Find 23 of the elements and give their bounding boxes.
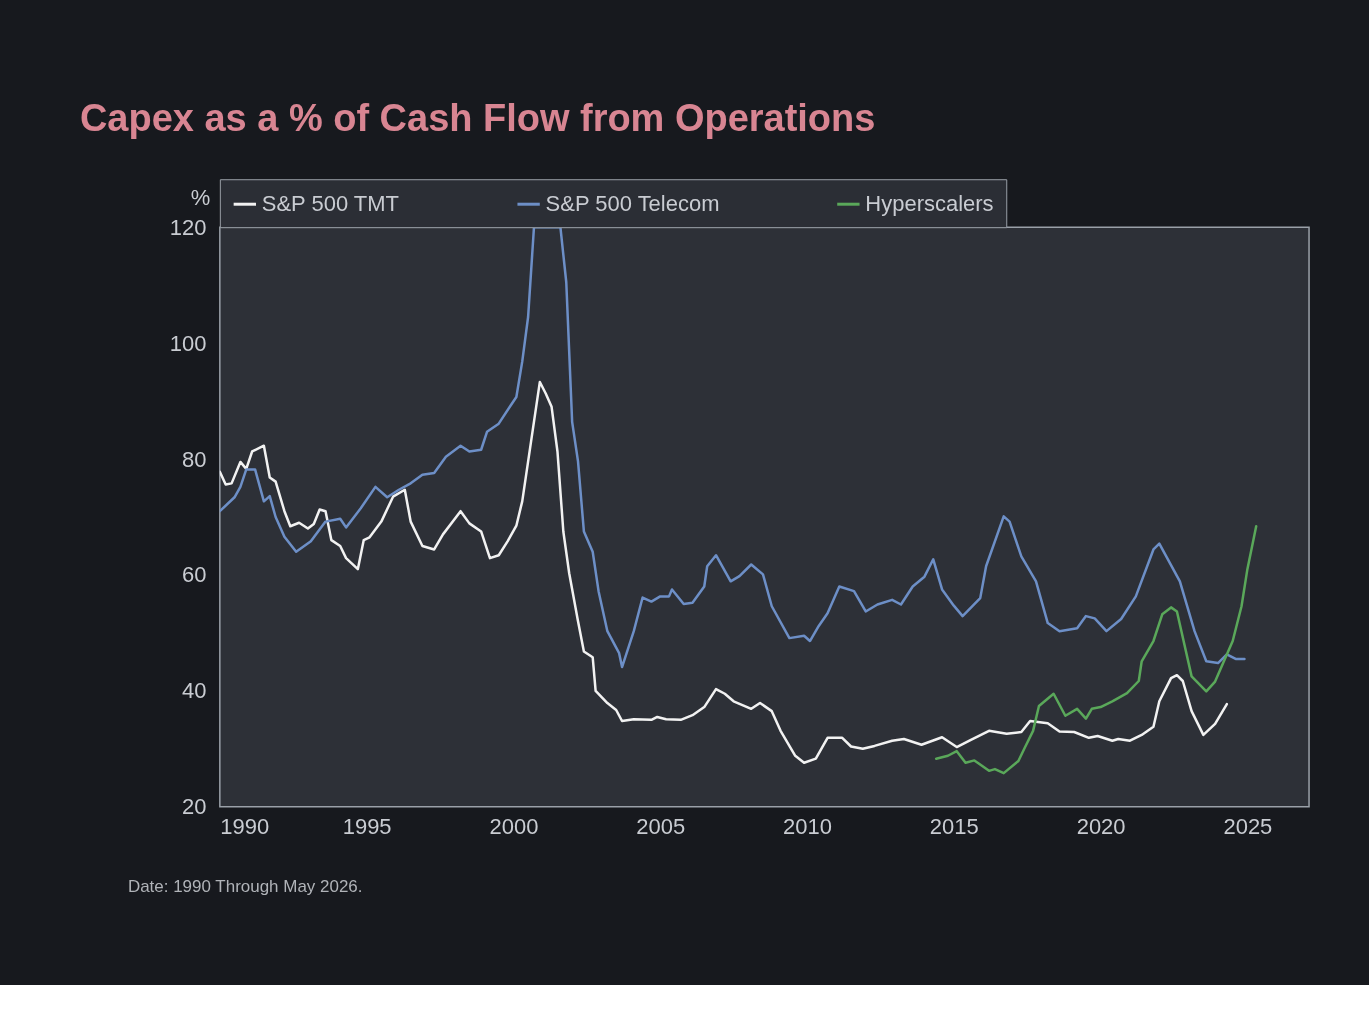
- legend-label: Hyperscalers: [865, 191, 994, 217]
- x-tick-label: 2020: [1076, 814, 1126, 840]
- legend-label: S&P 500 TMT: [261, 191, 399, 217]
- x-tick-label: 1995: [342, 814, 392, 840]
- line-series: [219, 227, 1246, 669]
- line-series: [219, 380, 1229, 764]
- y-tick-label: 80: [181, 446, 207, 472]
- y-tick-label: 40: [181, 678, 207, 704]
- y-tick-label: 100: [169, 330, 207, 356]
- x-tick-label: 1990: [220, 814, 270, 840]
- x-tick-label: 2005: [636, 814, 686, 840]
- y-tick-label: 120: [169, 214, 207, 240]
- text: Date: 1990 Through May 2026.: [127, 876, 363, 896]
- x-tick-label: 2015: [929, 814, 979, 840]
- y-tick-label: 60: [181, 562, 207, 588]
- y-axis-title: %: [190, 184, 211, 210]
- x-tick-label: 2025: [1223, 814, 1273, 840]
- legend-label: S&P 500 Telecom: [545, 191, 720, 217]
- y-tick-label: 20: [181, 794, 207, 820]
- x-tick-label: 2010: [783, 814, 832, 840]
- chart-title: Capex as a % of Cash Flow from Operations: [79, 96, 876, 139]
- line-series: [934, 525, 1258, 775]
- x-tick-label: 2000: [489, 814, 539, 840]
